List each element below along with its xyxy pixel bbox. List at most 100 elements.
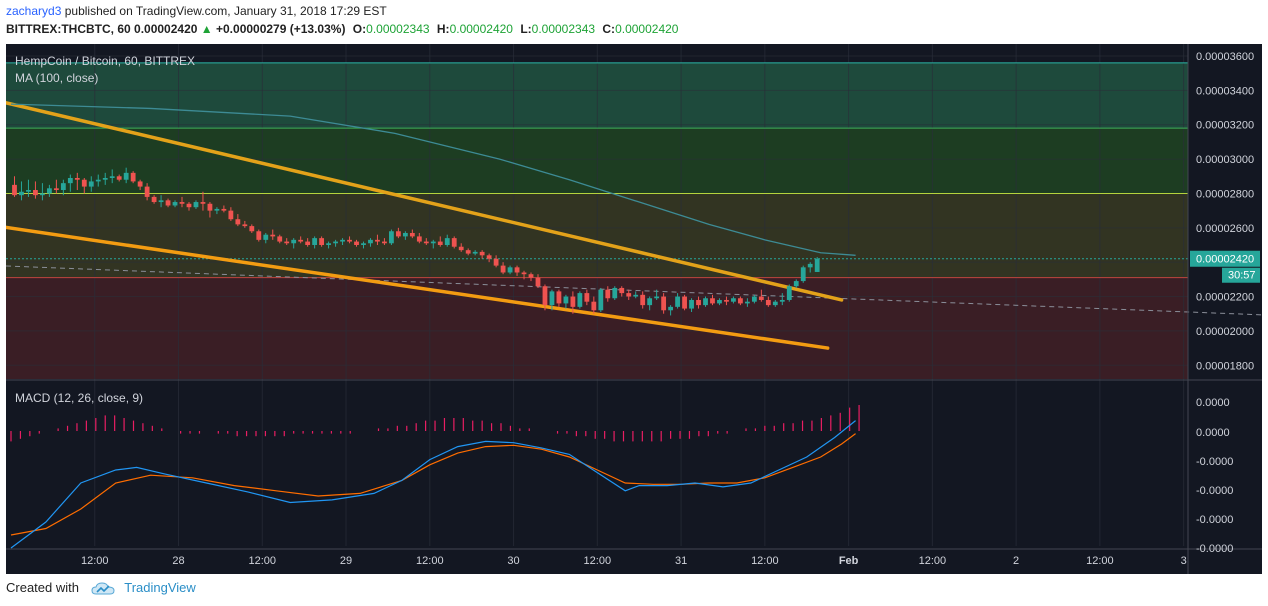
candle[interactable] (375, 234, 380, 245)
candle[interactable] (437, 236, 443, 247)
candle[interactable] (570, 291, 576, 314)
candle[interactable] (144, 183, 150, 201)
candle[interactable] (744, 298, 750, 307)
candle[interactable] (479, 250, 485, 259)
candle[interactable] (661, 293, 667, 314)
candle[interactable] (731, 296, 736, 304)
candle[interactable] (500, 262, 506, 275)
candle[interactable] (402, 231, 408, 240)
candle[interactable] (647, 296, 653, 311)
candle[interactable] (347, 236, 352, 244)
candle[interactable] (423, 238, 429, 245)
candle[interactable] (724, 296, 729, 306)
candle[interactable] (26, 179, 31, 197)
candle[interactable] (165, 198, 171, 208)
candle[interactable] (67, 174, 73, 192)
candle[interactable] (814, 257, 820, 272)
candle[interactable] (535, 274, 541, 288)
candle[interactable] (214, 207, 220, 215)
candle[interactable] (807, 262, 813, 273)
candle[interactable] (772, 299, 778, 307)
candle[interactable] (277, 234, 283, 244)
candle[interactable] (786, 284, 792, 302)
candle[interactable] (577, 291, 583, 309)
candle[interactable] (298, 236, 304, 244)
candle[interactable] (758, 289, 764, 302)
candle[interactable] (361, 241, 366, 249)
candle[interactable] (235, 214, 241, 227)
author-link[interactable]: zacharyd3 (6, 4, 62, 18)
candle[interactable] (333, 239, 338, 247)
candle[interactable] (340, 238, 345, 245)
candle[interactable] (270, 229, 276, 240)
candle[interactable] (738, 296, 743, 306)
candle[interactable] (800, 265, 806, 283)
candle[interactable] (675, 293, 680, 309)
candle[interactable] (689, 298, 694, 312)
candle[interactable] (668, 305, 674, 316)
candle[interactable] (221, 205, 227, 213)
candle[interactable] (109, 169, 115, 184)
candle[interactable] (200, 191, 206, 211)
candle[interactable] (765, 296, 771, 307)
candle[interactable] (451, 236, 457, 249)
candles-layer[interactable] (12, 167, 820, 316)
candle[interactable] (556, 289, 562, 307)
wedge-upper-trendline[interactable] (6, 101, 844, 302)
candle[interactable] (242, 220, 248, 228)
candle[interactable] (598, 287, 604, 312)
candle[interactable] (493, 255, 499, 268)
candle[interactable] (151, 195, 157, 204)
candle[interactable] (19, 181, 24, 201)
candle[interactable] (207, 202, 213, 218)
tradingview-link[interactable]: TradingView (124, 580, 196, 595)
candle[interactable] (605, 286, 611, 302)
candle[interactable] (102, 172, 108, 185)
candle[interactable] (123, 167, 129, 184)
candle[interactable] (409, 229, 415, 239)
candle[interactable] (368, 238, 373, 247)
candle[interactable] (319, 236, 325, 247)
candle[interactable] (710, 294, 715, 306)
candle[interactable] (158, 195, 164, 208)
candle[interactable] (542, 284, 548, 311)
candle[interactable] (305, 238, 311, 247)
candle[interactable] (33, 181, 38, 199)
candle[interactable] (591, 296, 597, 314)
candle[interactable] (465, 248, 471, 256)
candle[interactable] (779, 293, 785, 306)
candle[interactable] (395, 227, 401, 239)
candle[interactable] (751, 294, 757, 304)
candle[interactable] (528, 272, 534, 282)
candle[interactable] (291, 238, 297, 249)
candle[interactable] (458, 243, 464, 252)
candle[interactable] (326, 241, 331, 249)
candle[interactable] (430, 239, 436, 249)
candle[interactable] (354, 239, 359, 247)
candle[interactable] (654, 289, 660, 300)
chart-area[interactable]: 0.00003600 0.00003400 0.00003200 0.00003000… (6, 44, 1262, 574)
candle[interactable] (284, 238, 290, 245)
candle[interactable] (95, 174, 101, 187)
candle[interactable] (130, 171, 136, 184)
candle[interactable] (793, 279, 799, 288)
candle[interactable] (521, 270, 527, 280)
candle[interactable] (563, 294, 569, 309)
candle[interactable] (40, 183, 45, 201)
candle[interactable] (312, 236, 318, 249)
candle[interactable] (193, 200, 199, 209)
candle[interactable] (507, 265, 513, 275)
candle[interactable] (633, 291, 639, 299)
candle[interactable] (382, 238, 387, 245)
candle[interactable] (53, 179, 59, 194)
wedge-lower-trendline[interactable] (6, 225, 830, 350)
candle[interactable] (263, 232, 269, 244)
candle[interactable] (179, 196, 185, 208)
candle[interactable] (46, 184, 52, 197)
candle[interactable] (444, 234, 450, 247)
candle[interactable] (682, 294, 687, 311)
candle[interactable] (116, 174, 122, 182)
candle[interactable] (717, 298, 722, 306)
candle[interactable] (256, 229, 262, 242)
candle[interactable] (486, 253, 492, 263)
